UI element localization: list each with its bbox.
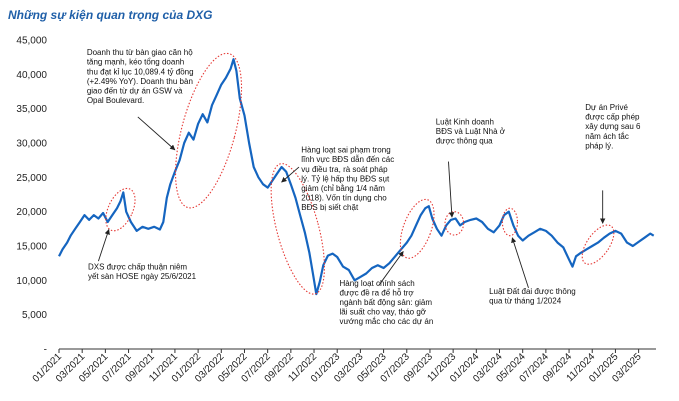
y-tick-label: 35,000	[16, 104, 47, 115]
annotation-line: được cấp phép	[585, 113, 640, 122]
highlight-layer	[105, 52, 615, 295]
ann-prive-permit: Dự án Privé được cấp phép xây dựng sau 6 nă…	[585, 103, 641, 224]
ann-land-law-text: Luật Đất đai được thông qua từ tháng 1/20…	[489, 287, 576, 306]
ann-prive-permit-text: Dự án Privé được cấp phép xây dựng sau 6 nă…	[585, 103, 641, 150]
annotation-line: Luật Kinh doanh	[436, 117, 494, 126]
y-tick-label: 15,000	[16, 242, 47, 253]
annotation-line: lý. Tỷ lệ hấp thụ BĐS sụt	[301, 174, 390, 183]
y-tick-label: 25,000	[16, 173, 47, 184]
annotation-line: Opal Boulevard.	[87, 96, 144, 105]
annotation-line: vụ điều tra, rà soát pháp	[301, 165, 388, 174]
ann-land-law: Luật Đất đai được thông qua từ tháng 1/20…	[489, 237, 576, 306]
annotation-line: tăng mạnh, kéo tổng doanh	[87, 58, 184, 67]
annotation-line: lãi suất cho vay, tháo gỡ	[340, 308, 427, 317]
ann-policy-2023: Hàng loạt chính sách được đề ra để hỗ trợ…	[340, 251, 434, 326]
annotation-line: BĐS bị siết chặt	[301, 203, 359, 212]
annotation-line: Luật Đất đai được thông	[489, 287, 576, 296]
ann-q4-2021-revenue: Doanh thu từ bàn giao căn hộ tăng mạnh, k…	[87, 48, 194, 151]
y-tick-label: 30,000	[16, 139, 47, 150]
ellipse-late-2024	[581, 224, 615, 265]
y-tick-label: -	[44, 345, 47, 356]
annotation-line: giao đến từ dự án GSW và	[87, 87, 183, 96]
ann-policy-2023-arrow	[378, 251, 404, 286]
ann-q4-2021-revenue-arrow	[137, 116, 176, 151]
annotation-line: (+2.49% YoY). Doanh thu bàn	[87, 77, 193, 86]
ann-violations-2022: Hàng loạt sai phạm trong lĩnh vực BĐS dẫn…	[281, 146, 394, 213]
annotation-line: vướng mắc cho các dự án	[340, 317, 434, 326]
y-tick-label: 10,000	[16, 276, 47, 287]
ann-policy-2023-text: Hàng loạt chính sách được đề ra để hỗ trợ…	[340, 279, 434, 326]
annotation-line: ngành bất động sản: giảm	[340, 298, 433, 307]
annotation-line: giảm (chỉ bằng 1/4 năm	[301, 184, 385, 193]
chart-title: Những sự kiện quan trọng của DXG	[8, 8, 212, 22]
ann-hose-listing-arrow	[97, 229, 110, 262]
ellipse-2023b	[444, 211, 465, 236]
annotation-line: được thông qua	[436, 137, 493, 146]
annotation-line: yết sàn HOSE ngày 25/6/2021	[88, 272, 197, 281]
ann-hose-listing: DXS được chấp thuận niêm yết sàn HOSE ngà…	[88, 229, 197, 281]
ann-business-law-arrow	[448, 161, 455, 218]
y-tick-label: 45,000	[16, 36, 47, 47]
ann-hose-listing-text: DXS được chấp thuận niêm yết sàn HOSE ngà…	[88, 262, 197, 281]
annotation-line: Doanh thu từ bàn giao căn hộ	[87, 48, 193, 57]
annotation-line: Hàng loạt sai phạm trong	[301, 146, 390, 155]
ann-business-law: Luật Kinh doanh BĐS và Luật Nhà ở được thô…	[436, 117, 506, 218]
ann-business-law-text: Luật Kinh doanh BĐS và Luật Nhà ở được thô…	[436, 117, 506, 145]
annotation-line: được đề ra để hỗ trợ	[340, 288, 415, 297]
series-layer	[58, 58, 655, 296]
ann-violations-2022-text: Hàng loạt sai phạm trong lĩnh vực BĐS dẫn…	[301, 146, 394, 213]
y-tick-label: 5,000	[22, 310, 47, 321]
annotation-layer: Doanh thu từ bàn giao căn hộ tăng mạnh, k…	[87, 48, 641, 326]
x-axis: 01/202103/202105/202107/202109/202111/20…	[31, 348, 656, 385]
ann-violations-2022-arrow	[281, 166, 300, 183]
ellipse-mid-2021	[105, 187, 136, 232]
price-line-dxg	[58, 58, 655, 296]
ellipse-peak-2022	[175, 52, 243, 209]
annotation-line: lĩnh vực BĐS dẫn đến các	[301, 155, 394, 164]
annotation-line: qua từ tháng 1/2024	[489, 297, 562, 306]
ellipse-2023	[399, 198, 435, 259]
ann-land-law-arrow	[511, 237, 529, 289]
annotation-line: DXS được chấp thuận niêm	[88, 262, 187, 271]
y-tick-label: 20,000	[16, 207, 47, 218]
annotation-line: thu đạt kỉ lục 10,089.4 tỷ đồng	[87, 67, 194, 76]
annotation-line: pháp lý.	[585, 141, 613, 150]
annotation-line: BĐS và Luật Nhà ở	[436, 127, 506, 136]
ellipse-crash-2022	[270, 163, 325, 295]
ellipse-2024	[501, 207, 519, 237]
annotation-line: 2018). Vốn tín dụng cho	[301, 194, 387, 203]
annotation-line: Hàng loạt chính sách	[340, 279, 415, 288]
annotation-line: năm ách tắc	[585, 132, 629, 141]
y-axis: - 5,000 10,000 15,000 20,000 25,000 30,000 35,0…	[16, 36, 47, 356]
annotation-line: xây dựng sau 6	[585, 122, 641, 131]
y-tick-label: 40,000	[16, 70, 47, 81]
annotation-line: Dự án Privé	[585, 103, 628, 112]
ann-q4-2021-revenue-text: Doanh thu từ bàn giao căn hộ tăng mạnh, k…	[87, 48, 194, 105]
